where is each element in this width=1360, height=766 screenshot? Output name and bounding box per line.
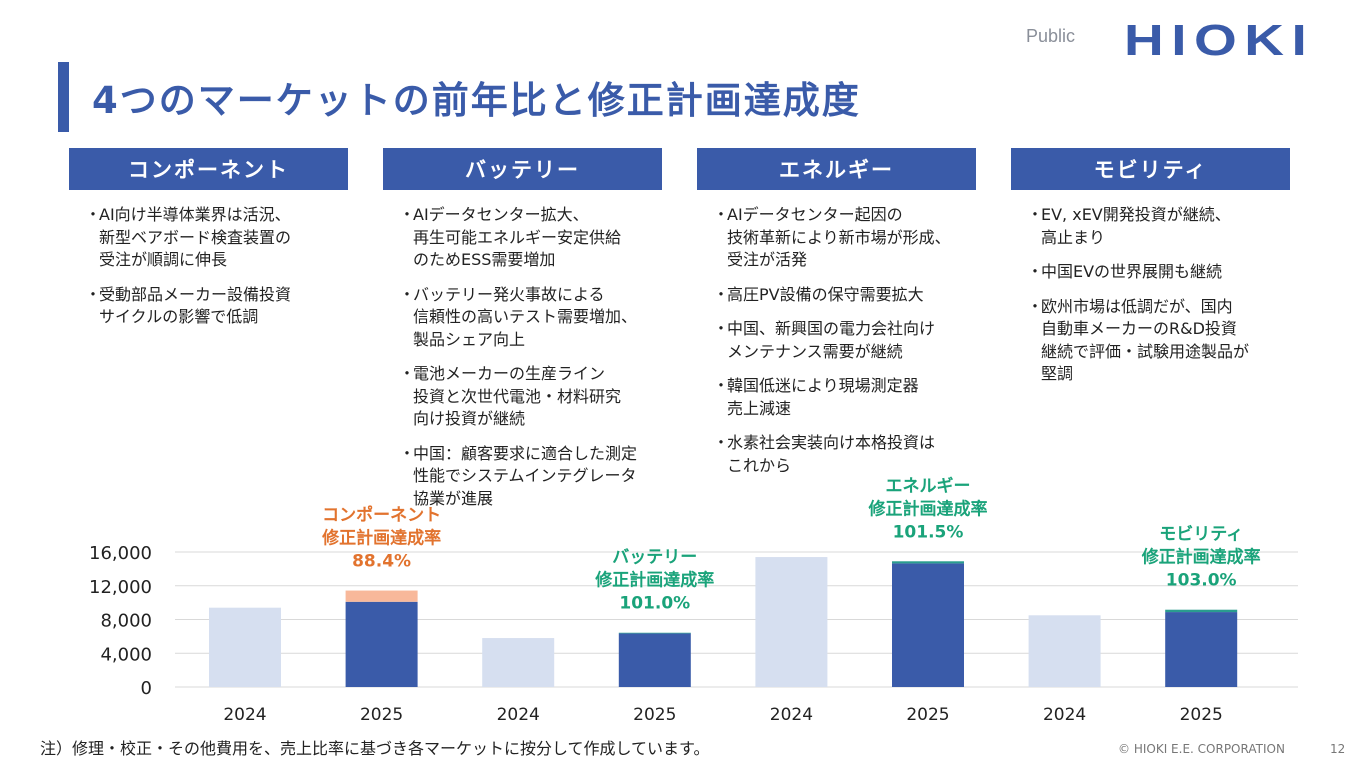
bullet-text: 水素社会実装向け本格投資は これから [727, 433, 936, 475]
market-header: モビリティ [1011, 148, 1290, 190]
hioki-logo: HIOKI [1124, 16, 1315, 65]
market-bullet-list: ・ AIデータセンター拡大、 再生可能エネルギー安定供給 のためESS需要増加・バ… [399, 204, 689, 522]
market-bullet-list: ・ AI向け半導体業界は活況、 新型ベアボード検査装置の 受注が順調に伸長・受動部… [85, 204, 375, 341]
x-tick-label: 2025 [906, 705, 949, 725]
achievement-annotation-market: コンポーネント [322, 505, 441, 526]
bullet-text: EV, xEV開発投資が継続、 高止まり [1041, 205, 1231, 247]
bar-segment-excess [1165, 609, 1238, 613]
bullet-item: ・電池メーカーの生産ライン 投資と次世代電池・材料研究 向け投資が継続 [399, 363, 689, 431]
bullet-marker: ・ [713, 433, 730, 452]
bullet-item: ・バッテリー発火事故による 信頼性の高いテスト需要増加、 製品シェア向上 [399, 284, 689, 352]
bar-prior_year [1028, 615, 1101, 687]
bullet-text: 中国：顧客要求に適合した測定 性能でシステムインテグレータ 協業が進展 [413, 443, 638, 508]
bullet-text: 受動部品メーカー設備投資 サイクルの影響で低調 [99, 284, 292, 327]
bar-current [892, 563, 964, 687]
bullet-item: ・中国EVの世界展開も継続 [1027, 261, 1317, 284]
bullet-marker: ・ [713, 319, 730, 338]
x-tick-label: 2025 [633, 705, 676, 725]
copyright: © HIOKI E.E. CORPORATION [1118, 742, 1285, 756]
page-number: 12 [1330, 742, 1346, 756]
bullet-item: ・韓国低迷により現場測定器 売上減速 [713, 375, 1003, 420]
achievement-annotation-label: 修正計画達成率 [1141, 547, 1261, 568]
bullet-marker: ・ [399, 364, 416, 383]
bullet-marker: ・ [399, 284, 416, 304]
bullet-item: ・ EV, xEV開発投資が継続、 高止まり [1027, 204, 1317, 249]
bar-segment-excess [618, 632, 691, 634]
bullet-text: 中国EVの世界展開も継続 [1041, 262, 1223, 281]
classification-label: Public [1026, 26, 1076, 46]
y-tick-label: 4,000 [100, 644, 152, 665]
y-tick-label: 16,000 [89, 543, 152, 564]
bullet-item: ・中国、新興国の電力会社向け メンテナンス需要が継続 [713, 318, 1003, 363]
footnote: 注）修理・校正・その他費用を、売上比率に基づき各マーケットに按分して作成していま… [40, 739, 710, 758]
bullet-text: AIデータセンター拡大、 再生可能エネルギー安定供給 のためESS需要増加 [413, 205, 622, 269]
achievement-annotation-market: バッテリー [612, 548, 697, 568]
page-title: 4つのマーケットの前年比と修正計画達成度 [92, 79, 861, 122]
bullet-item: ・受動部品メーカー設備投資 サイクルの影響で低調 [85, 284, 375, 329]
x-tick-label: 2024 [497, 705, 540, 725]
bar-current [1165, 612, 1238, 687]
achievement-annotation-label: 修正計画達成率 [594, 570, 714, 591]
bullet-marker: ・ [1027, 262, 1044, 281]
achievement-annotation-market: モビリティ [1159, 525, 1243, 545]
y-tick-label: 0 [141, 678, 152, 699]
x-tick-label: 2025 [360, 705, 403, 725]
market-header: コンポーネント [69, 148, 348, 190]
achievement-annotation-label: 修正計画達成率 [868, 498, 988, 519]
title-accent-bar [58, 62, 69, 132]
market-bullet-list: ・ EV, xEV開発投資が継続、 高止まり・中国EVの世界展開も継続・欧州市場は… [1027, 204, 1317, 398]
bullet-marker: ・ [713, 205, 730, 224]
bullet-item: ・ AIデータセンター起因の 技術革新により新市場が形成、 受注が活発 [713, 204, 1003, 272]
bullet-item: ・高圧PV設備の保守需要拡大 [713, 284, 1003, 307]
x-tick-label: 2024 [1043, 705, 1086, 725]
bullet-marker: ・ [713, 376, 730, 395]
x-tick-label: 2024 [770, 705, 813, 725]
achievement-annotation-value: 88.4% [352, 552, 411, 572]
bullet-item: ・ AI向け半導体業界は活況、 新型ベアボード検査装置の 受注が順調に伸長 [85, 204, 375, 272]
market-header: バッテリー [383, 148, 662, 190]
bullet-marker: ・ [1027, 205, 1044, 224]
bar-segment-shortfall [345, 590, 418, 602]
bullet-item: ・ AIデータセンター拡大、 再生可能エネルギー安定供給 のためESS需要増加 [399, 204, 689, 272]
bullet-text: 高圧PV設備の保守需要拡大 [727, 284, 924, 304]
bullet-marker: ・ [1027, 296, 1044, 316]
bullet-text: 中国、新興国の電力会社向け メンテナンス需要が継続 [727, 319, 936, 361]
bullet-marker: ・ [85, 284, 102, 304]
bullet-marker: ・ [713, 284, 730, 304]
achievement-annotation-value: 103.0% [1166, 571, 1237, 591]
bullet-text: 欧州市場は低調だが、国内 自動車メーカーのR&D投資 継続で評価・試験用途製品が… [1041, 296, 1250, 384]
x-tick-label: 2025 [1180, 705, 1223, 725]
bullet-item: ・水素社会実装向け本格投資は これから [713, 432, 1003, 477]
bar-current [345, 601, 418, 687]
achievement-annotation-label: 修正計画達成率 [321, 528, 441, 549]
y-tick-label: 12,000 [89, 577, 152, 598]
market-header: エネルギー [697, 148, 976, 190]
bullet-text: バッテリー発火事故による 信頼性の高いテスト需要増加、 製品シェア向上 [413, 284, 638, 349]
bar-prior_year [482, 638, 555, 687]
bar-current [618, 633, 691, 687]
x-tick-label: 2024 [223, 705, 266, 725]
market-bullet-list: ・ AIデータセンター起因の 技術革新により新市場が形成、 受注が活発・高圧PV設… [713, 204, 1003, 489]
bullet-text: AI向け半導体業界は活況、 新型ベアボード検査装置の 受注が順調に伸長 [99, 205, 292, 269]
achievement-annotation-market: エネルギー [886, 476, 971, 496]
bullet-text: 韓国低迷により現場測定器 売上減速 [727, 376, 919, 418]
bullet-text: 電池メーカーの生産ライン 投資と次世代電池・材料研究 向け投資が継続 [413, 364, 622, 428]
bar-prior_year [755, 557, 828, 687]
bar-segment-excess [892, 561, 964, 564]
bullet-marker: ・ [399, 205, 416, 224]
y-tick-label: 8,000 [100, 611, 152, 632]
achievement-annotation-value: 101.5% [893, 522, 964, 542]
bar-prior_year [209, 607, 281, 687]
achievement-annotation-value: 101.0% [619, 594, 690, 614]
bullet-item: ・欧州市場は低調だが、国内 自動車メーカーのR&D投資 継続で評価・試験用途製品… [1027, 296, 1317, 386]
bullet-item: ・中国：顧客要求に適合した測定 性能でシステムインテグレータ 協業が進展 [399, 443, 689, 511]
bullet-text: AIデータセンター起因の 技術革新により新市場が形成、 受注が活発 [727, 205, 951, 269]
bullet-marker: ・ [399, 443, 416, 463]
bullet-marker: ・ [85, 205, 102, 224]
